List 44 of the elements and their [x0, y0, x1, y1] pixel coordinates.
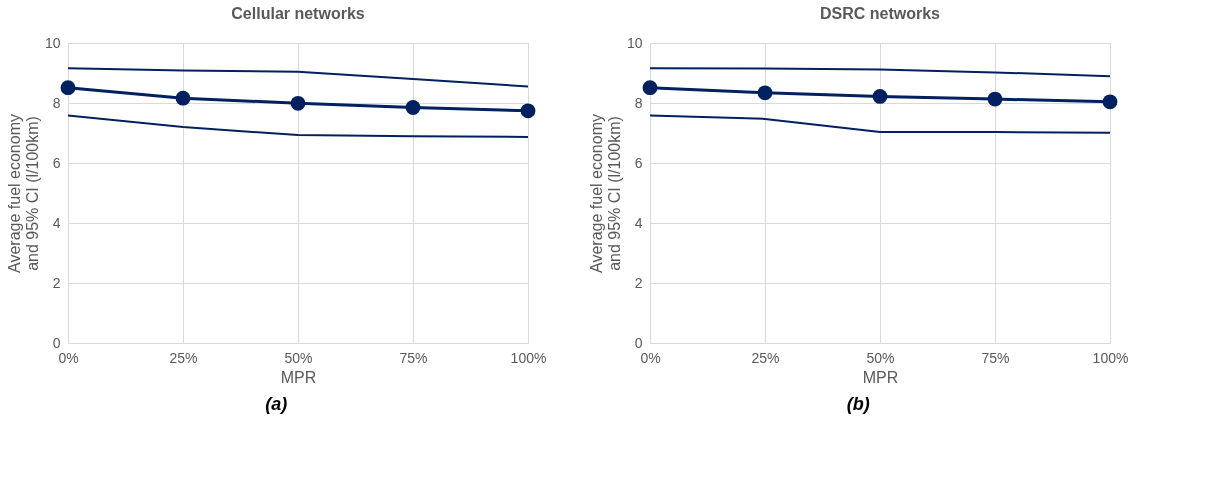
- x-tick-label: 100%: [1092, 349, 1129, 366]
- point: [175, 90, 191, 106]
- y-tick-label: 8: [52, 94, 61, 111]
- point: [1102, 94, 1118, 110]
- chart-title: DSRC networks: [819, 5, 941, 22]
- y-axis-title: Average fuel economy and 95% CI (l/100km): [5, 114, 41, 273]
- line-series: [649, 67, 1111, 78]
- y-tick-label: 6: [52, 154, 61, 171]
- y-tick-label: 2: [52, 274, 61, 291]
- y-axis-title: Average fuel economy and 95% CI (l/100km): [587, 114, 623, 273]
- y-tick-label: 0: [634, 334, 643, 351]
- x-tick-label: 50%: [866, 349, 895, 366]
- y-tick-label: 2: [634, 274, 643, 291]
- y-tick-label: 10: [626, 34, 643, 51]
- point: [60, 80, 76, 96]
- point: [290, 95, 306, 111]
- x-tick-label: 25%: [169, 349, 198, 366]
- text: (a): [265, 393, 288, 414]
- x-tick-label: 25%: [751, 349, 780, 366]
- y-tick-label: 10: [44, 34, 61, 51]
- point: [987, 91, 1003, 107]
- x-tick-label: 75%: [981, 349, 1010, 366]
- x-tick-label: 0%: [58, 349, 79, 366]
- y-tick-label: 6: [634, 154, 643, 171]
- point: [642, 80, 658, 96]
- x-axis-title: MPR: [280, 368, 317, 386]
- line-series: [67, 114, 529, 138]
- x-tick-label: 0%: [640, 349, 661, 366]
- x-tick-label: 100%: [510, 349, 547, 366]
- point: [405, 100, 421, 115]
- point: [520, 103, 536, 119]
- point: [757, 85, 773, 101]
- x-tick-label: 50%: [284, 349, 313, 366]
- y-tick-label: 4: [52, 214, 61, 231]
- point: [872, 89, 888, 104]
- y-tick-label: 4: [634, 214, 643, 231]
- text: (b): [846, 393, 870, 414]
- line-series: [649, 114, 1111, 134]
- y-tick-label: 8: [634, 94, 643, 111]
- line-series: [67, 67, 529, 88]
- chart-title: Cellular networks: [231, 5, 365, 22]
- x-tick-label: 75%: [399, 349, 428, 366]
- y-tick-label: 0: [52, 334, 61, 351]
- x-axis-title: MPR: [862, 368, 899, 386]
